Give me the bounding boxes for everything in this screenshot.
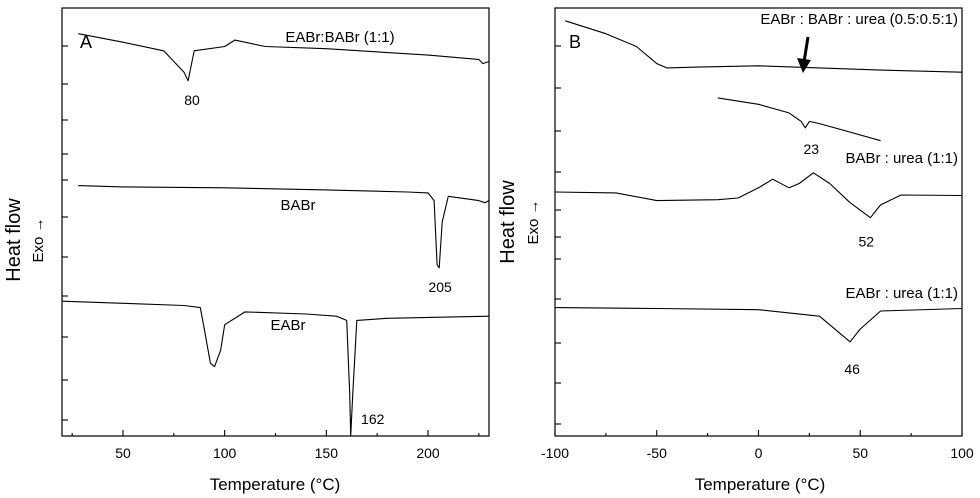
series-line	[61, 300, 490, 437]
series-label: EABr : urea (1:1)	[845, 285, 958, 302]
x-axis-label-b: Temperature (°C)	[695, 475, 826, 494]
x-tick-label: 100	[950, 445, 974, 461]
peak-label: 205	[428, 279, 452, 295]
series-label: BABr	[280, 197, 315, 214]
panel-b-ticks: -100 -50 0 50 100	[541, 45, 974, 461]
x-tick-label: 150	[315, 445, 339, 461]
y-axis-label-a: Heat flow	[3, 198, 25, 282]
series-label: EABr:BABr (1:1)	[285, 29, 394, 46]
series-line	[554, 307, 963, 343]
series-label: BABr : urea (1:1)	[845, 150, 958, 167]
y-axis-sublabel-b: Exo →	[525, 199, 542, 244]
series-line	[565, 20, 963, 73]
series-line	[78, 33, 490, 82]
x-tick-label: -50	[647, 445, 667, 461]
series-label: EABr	[270, 317, 305, 334]
curve-labels: EABr:BABr (1:1) 80 BABr 205 EABr 162 EABr : BA…	[184, 11, 958, 427]
x-axis-label-a: Temperature (°C)	[210, 475, 341, 494]
panel-a-frame	[61, 7, 490, 437]
series-line	[554, 172, 963, 219]
y-axis-label-b: Heat flow	[497, 180, 519, 264]
panel-a-letter: A	[80, 32, 92, 52]
peak-label: 46	[844, 361, 860, 377]
x-tick-label: 50	[115, 445, 131, 461]
x-tick-label: 0	[755, 445, 763, 461]
y-axis-sublabel-a: Exo →	[30, 217, 47, 262]
peak-label: 52	[859, 234, 875, 250]
x-tick-label: 100	[213, 445, 237, 461]
panel-a-ticks: 50 100 150 200	[62, 45, 480, 461]
peak-label: 162	[361, 411, 385, 427]
panel-a-curves	[61, 33, 490, 437]
x-tick-label: 200	[416, 445, 440, 461]
series-label: EABr : BABr : urea (0.5:0.5:1)	[760, 11, 958, 28]
panel-b-curves	[554, 20, 963, 343]
panel-b-letter: B	[569, 32, 581, 52]
series-line	[78, 185, 490, 269]
x-tick-label: -100	[541, 445, 569, 461]
peak-arrow	[797, 36, 811, 73]
peak-label: 80	[184, 92, 200, 108]
peak-label: 23	[804, 141, 820, 157]
x-tick-label: 50	[852, 445, 868, 461]
series-line	[717, 97, 881, 142]
panel-b-frame	[554, 7, 963, 437]
